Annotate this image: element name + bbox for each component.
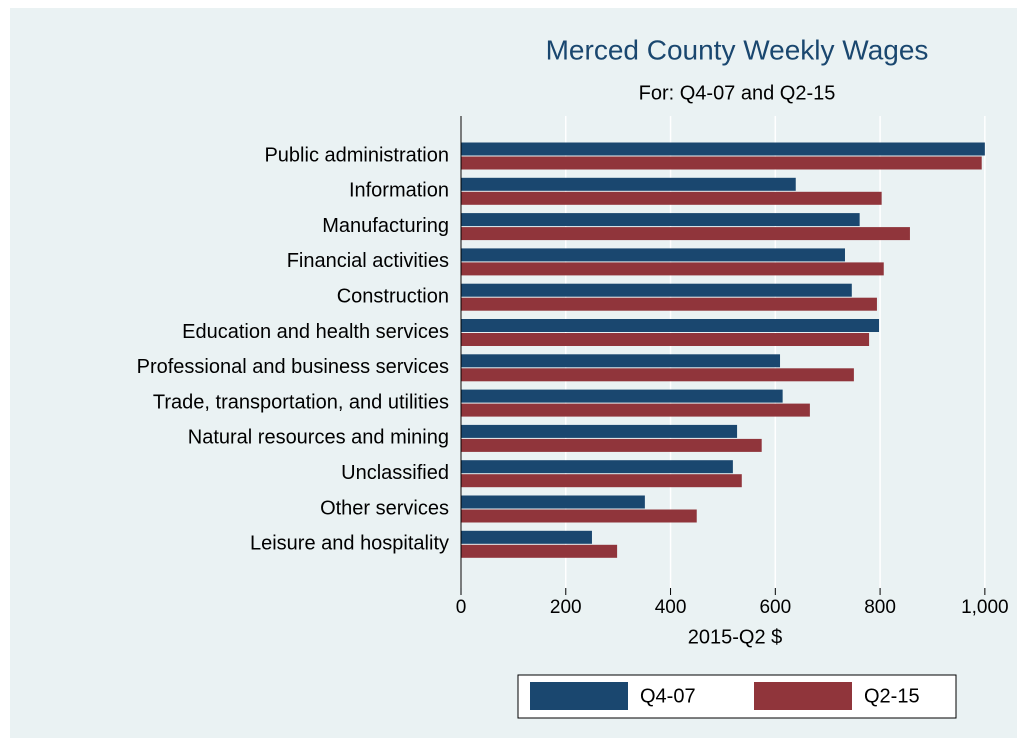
x-tick-label: 600	[759, 597, 791, 618]
bar	[461, 142, 985, 156]
bar	[461, 213, 860, 227]
y-tick-label: Education and health services	[182, 321, 449, 343]
y-tick-label: Leisure and hospitality	[250, 533, 449, 555]
legend-label: Q2-15	[864, 685, 920, 707]
bar	[461, 248, 845, 262]
y-tick-label: Information	[349, 180, 449, 202]
bar	[461, 389, 783, 403]
y-tick-label: Financial activities	[287, 250, 449, 272]
y-tick-label: Trade, transportation, and utilities	[153, 391, 449, 413]
bar	[461, 544, 618, 558]
bar	[461, 227, 910, 241]
y-tick-label: Natural resources and mining	[188, 427, 449, 449]
bar	[461, 319, 880, 332]
bar	[461, 438, 762, 452]
bar	[461, 509, 697, 523]
x-tick-label: 0	[456, 597, 467, 618]
chart-title: Merced County Weekly Wages	[546, 34, 929, 65]
bar	[461, 495, 645, 509]
legend-swatch	[754, 682, 852, 710]
bar	[461, 191, 882, 205]
y-tick-label: Unclassified	[341, 462, 449, 484]
bar	[461, 333, 870, 346]
y-tick-label: Other services	[320, 497, 449, 519]
x-tick-label: 800	[864, 597, 896, 618]
y-tick-label: Public administration	[264, 144, 449, 166]
legend-label: Q4-07	[640, 685, 696, 707]
x-tick-label: 1,000	[961, 597, 1009, 618]
bar	[461, 403, 810, 417]
bar	[461, 177, 796, 191]
bar	[461, 460, 733, 474]
legend-swatch	[530, 682, 628, 710]
bar	[461, 283, 852, 297]
y-tick-label: Manufacturing	[322, 215, 449, 237]
y-tick-label: Construction	[337, 285, 449, 307]
bar	[461, 368, 854, 382]
x-tick-label: 200	[550, 597, 582, 618]
bar	[461, 424, 738, 438]
chart-subtitle: For: Q4-07 and Q2-15	[639, 82, 836, 104]
y-tick-label: Professional and business services	[137, 356, 449, 378]
bar	[461, 262, 884, 276]
x-tick-label: 400	[655, 597, 687, 618]
bar	[461, 354, 781, 368]
bar	[461, 156, 982, 170]
bar	[461, 474, 742, 488]
bar	[461, 530, 592, 544]
x-axis-label: 2015-Q2 $	[688, 626, 783, 648]
bar	[461, 297, 877, 311]
